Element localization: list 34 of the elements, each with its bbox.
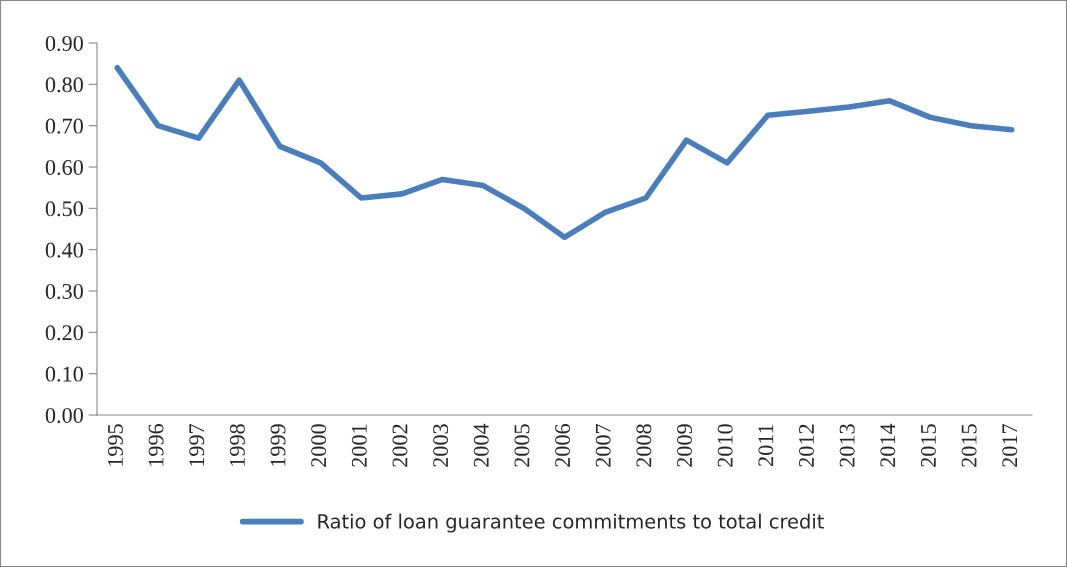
x-tick-label: 2009 xyxy=(677,424,693,467)
y-tick-label: 0.20 xyxy=(45,325,83,341)
x-tick-label: 2012 xyxy=(798,424,814,467)
y-tick-label: 0.50 xyxy=(45,201,83,217)
x-tick-label: 2001 xyxy=(351,424,367,467)
x-tick-label: 1998 xyxy=(229,424,245,466)
x-tick-label: 1999 xyxy=(270,424,286,466)
x-tick-label: 1997 xyxy=(189,423,205,466)
x-tick-label: 2007 xyxy=(595,423,611,467)
y-tick-label: 0.30 xyxy=(45,283,83,300)
y-tick-label: 0.00 xyxy=(45,407,83,424)
x-tick-label: 2004 xyxy=(473,423,489,467)
x-tick-label: 2008 xyxy=(636,424,652,467)
y-tick-label: 0.90 xyxy=(45,35,83,52)
x-tick-label: 2013 xyxy=(839,424,855,467)
x-tick-label: 2011 xyxy=(758,424,774,466)
x-tick-label: 2005 xyxy=(514,424,530,467)
y-tick-label: 0.10 xyxy=(45,366,83,382)
y-tick-label: 0.80 xyxy=(45,77,83,93)
legend-label: Ratio of loan guarantee commitments to total credit xyxy=(318,513,824,533)
x-tick-label: 2006 xyxy=(555,424,571,467)
x-tick-label: 2014 xyxy=(880,423,896,467)
x-tick-label: 1995 xyxy=(107,424,123,466)
x-tick-label: 2003 xyxy=(433,424,449,467)
x-tick-label: 2015 xyxy=(961,424,977,467)
y-tick-label: 0.70 xyxy=(45,118,83,134)
x-tick-label: 1996 xyxy=(148,424,164,466)
x-tick-label: 2017 xyxy=(1002,423,1018,467)
y-tick-label: 0.40 xyxy=(45,242,83,258)
x-tick-label: 2010 xyxy=(717,424,733,467)
x-tick-label: 2000 xyxy=(311,424,327,467)
x-tick-label: 2002 xyxy=(392,424,408,467)
y-tick-label: 0.60 xyxy=(45,159,83,176)
x-tick-label: 2015 xyxy=(920,424,936,467)
